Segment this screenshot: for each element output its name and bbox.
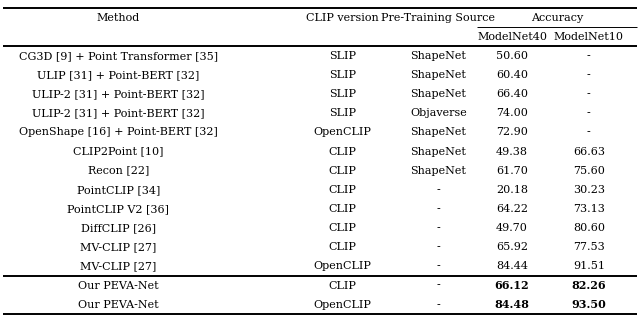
Text: ULIP-2 [31] + Point-BERT [32]: ULIP-2 [31] + Point-BERT [32] [32, 108, 205, 118]
Text: OpenCLIP: OpenCLIP [314, 127, 371, 137]
Text: OpenShape [16] + Point-BERT [32]: OpenShape [16] + Point-BERT [32] [19, 127, 218, 137]
Text: Pre-Training Source: Pre-Training Source [381, 12, 495, 23]
Text: ULIP-2 [31] + Point-BERT [32]: ULIP-2 [31] + Point-BERT [32] [32, 89, 205, 99]
Text: -: - [436, 242, 440, 252]
Text: CLIP: CLIP [328, 280, 356, 291]
Text: 49.70: 49.70 [496, 223, 528, 233]
Text: 73.13: 73.13 [573, 204, 605, 214]
Text: ShapeNet: ShapeNet [410, 51, 467, 61]
Text: CLIP: CLIP [328, 242, 356, 252]
Text: SLIP: SLIP [329, 108, 356, 118]
Text: 72.90: 72.90 [496, 127, 528, 137]
Text: -: - [587, 51, 591, 61]
Text: 91.51: 91.51 [573, 261, 605, 271]
Text: 66.12: 66.12 [495, 280, 529, 291]
Text: -: - [436, 204, 440, 214]
Text: 66.40: 66.40 [496, 89, 528, 99]
Text: MV-CLIP [27]: MV-CLIP [27] [80, 261, 157, 271]
Text: 30.23: 30.23 [573, 185, 605, 195]
Text: Accuracy: Accuracy [531, 12, 583, 23]
Text: 75.60: 75.60 [573, 166, 605, 176]
Text: -: - [436, 185, 440, 195]
Text: SLIP: SLIP [329, 51, 356, 61]
Text: 66.63: 66.63 [573, 146, 605, 157]
Text: 60.40: 60.40 [496, 70, 528, 80]
Text: OpenCLIP: OpenCLIP [314, 261, 371, 271]
Text: -: - [436, 300, 440, 310]
Text: CLIP: CLIP [328, 204, 356, 214]
Text: 20.18: 20.18 [496, 185, 528, 195]
Text: 93.50: 93.50 [572, 299, 606, 310]
Text: Objaverse: Objaverse [410, 108, 467, 118]
Text: MV-CLIP [27]: MV-CLIP [27] [80, 242, 157, 252]
Text: ShapeNet: ShapeNet [410, 89, 467, 99]
Text: CG3D [9] + Point Transformer [35]: CG3D [9] + Point Transformer [35] [19, 51, 218, 61]
Text: PointCLIP [34]: PointCLIP [34] [77, 185, 160, 195]
Text: -: - [587, 70, 591, 80]
Text: 82.26: 82.26 [572, 280, 606, 291]
Text: SLIP: SLIP [329, 89, 356, 99]
Text: 74.00: 74.00 [496, 108, 528, 118]
Text: 64.22: 64.22 [496, 204, 528, 214]
Text: Recon [22]: Recon [22] [88, 166, 149, 176]
Text: CLIP2Point [10]: CLIP2Point [10] [73, 146, 164, 157]
Text: 77.53: 77.53 [573, 242, 605, 252]
Text: CLIP: CLIP [328, 185, 356, 195]
Text: -: - [436, 261, 440, 271]
Text: Our PEVA-Net: Our PEVA-Net [78, 280, 159, 291]
Text: CLIP: CLIP [328, 146, 356, 157]
Text: CLIP version: CLIP version [306, 12, 379, 23]
Text: CLIP: CLIP [328, 166, 356, 176]
Text: 61.70: 61.70 [496, 166, 528, 176]
Text: -: - [587, 108, 591, 118]
Text: ShapeNet: ShapeNet [410, 127, 467, 137]
Text: -: - [587, 89, 591, 99]
Text: PointCLIP V2 [36]: PointCLIP V2 [36] [67, 204, 170, 214]
Text: SLIP: SLIP [329, 70, 356, 80]
Text: ShapeNet: ShapeNet [410, 146, 467, 157]
Text: 65.92: 65.92 [496, 242, 528, 252]
Text: ULIP [31] + Point-BERT [32]: ULIP [31] + Point-BERT [32] [37, 70, 200, 80]
Text: ShapeNet: ShapeNet [410, 166, 467, 176]
Text: ModelNet40: ModelNet40 [477, 32, 547, 42]
Text: Method: Method [97, 12, 140, 23]
Text: Our PEVA-Net: Our PEVA-Net [78, 300, 159, 310]
Text: 84.48: 84.48 [495, 299, 529, 310]
Text: CLIP: CLIP [328, 223, 356, 233]
Text: -: - [587, 127, 591, 137]
Text: OpenCLIP: OpenCLIP [314, 300, 371, 310]
Text: 80.60: 80.60 [573, 223, 605, 233]
Text: 84.44: 84.44 [496, 261, 528, 271]
Text: 50.60: 50.60 [496, 51, 528, 61]
Text: ModelNet10: ModelNet10 [554, 32, 624, 42]
Text: ShapeNet: ShapeNet [410, 70, 467, 80]
Text: 49.38: 49.38 [496, 146, 528, 157]
Text: DiffCLIP [26]: DiffCLIP [26] [81, 223, 156, 233]
Text: -: - [436, 223, 440, 233]
Text: -: - [436, 280, 440, 291]
